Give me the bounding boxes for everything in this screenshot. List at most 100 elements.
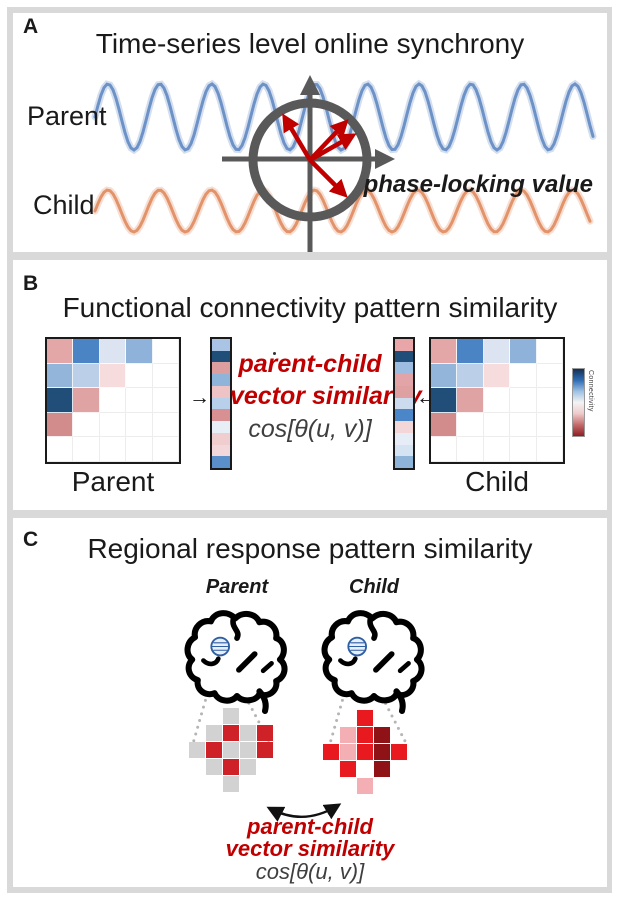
matrix-cell — [483, 412, 511, 438]
pixel-cell — [391, 761, 407, 777]
child-matrix-label: Child — [465, 466, 529, 497]
panel-c-label: C — [23, 528, 39, 551]
pixel-cell — [240, 725, 256, 741]
pixel-cell — [189, 708, 205, 724]
matrix-cell — [126, 363, 153, 389]
pixel-cell — [357, 727, 373, 743]
matrix-cell — [73, 363, 100, 389]
pixel-cell — [391, 710, 407, 726]
pixel-cell — [223, 708, 239, 724]
vector-cell — [395, 444, 413, 457]
pixel-cell — [189, 725, 205, 741]
matrix-cell — [483, 339, 511, 364]
matrix-cell — [510, 339, 537, 364]
pixel-cell — [206, 776, 222, 792]
pixel-cell — [206, 708, 222, 724]
vector-cell — [212, 374, 230, 386]
panel-b-label: B — [23, 272, 39, 295]
matrix-cell — [431, 437, 458, 462]
child-sine-wave — [91, 186, 594, 236]
vector-cell — [395, 456, 413, 469]
parent-matrix-label: Parent — [71, 466, 155, 497]
matrix-cell — [536, 412, 563, 438]
matrix-cell — [457, 412, 484, 438]
pixel-cell — [374, 727, 390, 743]
matrix-cell — [510, 437, 537, 462]
pixel-cell — [357, 744, 373, 760]
matrix-cell — [536, 363, 563, 389]
vector-cell — [395, 397, 413, 410]
pixel-cell — [340, 778, 356, 794]
matrix-cell — [510, 388, 537, 413]
matrix-cell — [536, 437, 563, 462]
pixel-cell — [323, 710, 339, 726]
pixel-cell — [340, 710, 356, 726]
matrix-cell — [99, 388, 127, 413]
vector-cell — [212, 350, 230, 363]
vector-cell — [212, 409, 230, 422]
matrix-cell — [73, 339, 100, 364]
child-response-grid — [323, 710, 408, 795]
matrix-cell — [152, 339, 179, 364]
matrix-cell — [483, 388, 511, 413]
vector-cell — [212, 339, 230, 351]
similarity-line1: parent-child — [238, 350, 382, 378]
panel-b-title: Functional connectivity pattern similari… — [62, 292, 558, 323]
matrix-cell — [99, 412, 127, 438]
pixel-cell — [257, 742, 273, 758]
pixel-cell — [257, 759, 273, 775]
panel-a-label: A — [23, 15, 39, 38]
pixel-cell — [189, 742, 205, 758]
cosine-formula-b: cos[θ(u, v)] — [248, 415, 372, 443]
phase-circle — [248, 98, 372, 222]
matrix-cell — [457, 437, 484, 462]
pixel-cell — [240, 776, 256, 792]
matrix-cell — [152, 412, 179, 438]
matrix-cell — [510, 412, 537, 438]
matrix-cell — [47, 388, 74, 413]
vector-cell — [395, 339, 413, 351]
child-brain-label: Child — [349, 576, 399, 598]
similarity-caption-b: parent-child vector similarity cos[θ(u, … — [230, 348, 422, 446]
matrix-cell — [431, 339, 458, 364]
pixel-cell — [374, 778, 390, 794]
child-connectivity-matrix — [429, 337, 565, 464]
vector-cell — [212, 456, 230, 469]
vector-cell — [395, 409, 413, 422]
vector-cell — [395, 362, 413, 375]
pixel-cell — [257, 776, 273, 792]
pixel-cell — [391, 744, 407, 760]
matrix-cell — [99, 339, 127, 364]
matrix-cell — [431, 388, 458, 413]
matrix-cell — [126, 437, 153, 462]
vector-cell — [395, 432, 413, 445]
matrix-cell — [536, 388, 563, 413]
matrix-cell — [457, 388, 484, 413]
phase-synchrony-graphic — [91, 75, 597, 252]
matrix-cell — [73, 388, 100, 413]
pixel-cell — [340, 727, 356, 743]
pixel-cell — [240, 759, 256, 775]
vector-cell — [212, 432, 230, 445]
vector-cell — [395, 374, 413, 386]
matrix-cell — [431, 412, 458, 438]
matrix-cell — [152, 437, 179, 462]
matrix-cell — [99, 437, 127, 462]
matrix-cell — [99, 363, 127, 389]
pixel-cell — [257, 708, 273, 724]
parent-brain-icon — [181, 602, 293, 720]
pixel-cell — [223, 776, 239, 792]
pixel-cell — [323, 761, 339, 777]
pixel-cell — [189, 759, 205, 775]
matrix-cell — [73, 437, 100, 462]
matrix-cell — [152, 388, 179, 413]
panel-a: A Time-series level online synchrony — [13, 13, 607, 252]
matrix-cell — [126, 412, 153, 438]
matrix-cell — [483, 363, 511, 389]
matrix-cell — [73, 412, 100, 438]
arrow-right-icon: → — [189, 386, 210, 409]
pixel-cell — [206, 759, 222, 775]
panel-c: C Regional response pattern similarity P… — [13, 518, 607, 887]
pixel-cell — [357, 778, 373, 794]
